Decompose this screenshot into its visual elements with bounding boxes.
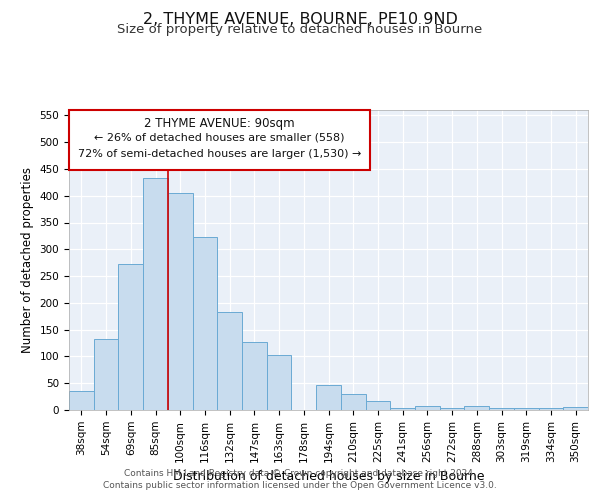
Text: ← 26% of detached houses are smaller (558): ← 26% of detached houses are smaller (55… [94, 132, 345, 142]
Bar [365, 401, 390, 410]
Bar [69, 391, 94, 410]
Bar [415, 406, 440, 410]
Bar [94, 339, 118, 410]
Bar [390, 408, 415, 410]
Bar [118, 264, 143, 410]
Y-axis label: Number of detached properties: Number of detached properties [21, 167, 34, 353]
Text: 2, THYME AVENUE, BOURNE, PE10 9ND: 2, THYME AVENUE, BOURNE, PE10 9ND [143, 12, 457, 28]
Bar [440, 408, 464, 410]
Text: Contains public sector information licensed under the Open Government Licence v3: Contains public sector information licen… [103, 481, 497, 490]
Bar [168, 193, 193, 410]
Bar [193, 237, 217, 410]
Text: Size of property relative to detached houses in Bourne: Size of property relative to detached ho… [118, 22, 482, 36]
Bar [464, 406, 489, 410]
Text: Contains HM Land Registry data © Crown copyright and database right 2024.: Contains HM Land Registry data © Crown c… [124, 468, 476, 477]
Bar [489, 408, 514, 410]
Bar [316, 386, 341, 410]
Bar [143, 178, 168, 410]
X-axis label: Distribution of detached houses by size in Bourne: Distribution of detached houses by size … [173, 470, 484, 483]
Bar [514, 408, 539, 410]
Bar [563, 408, 588, 410]
Bar [217, 312, 242, 410]
Bar [267, 355, 292, 410]
Text: 72% of semi-detached houses are larger (1,530) →: 72% of semi-detached houses are larger (… [78, 149, 361, 159]
Bar [539, 408, 563, 410]
Text: 2 THYME AVENUE: 90sqm: 2 THYME AVENUE: 90sqm [144, 118, 295, 130]
FancyBboxPatch shape [69, 110, 370, 170]
Bar [341, 394, 365, 410]
Bar [242, 342, 267, 410]
